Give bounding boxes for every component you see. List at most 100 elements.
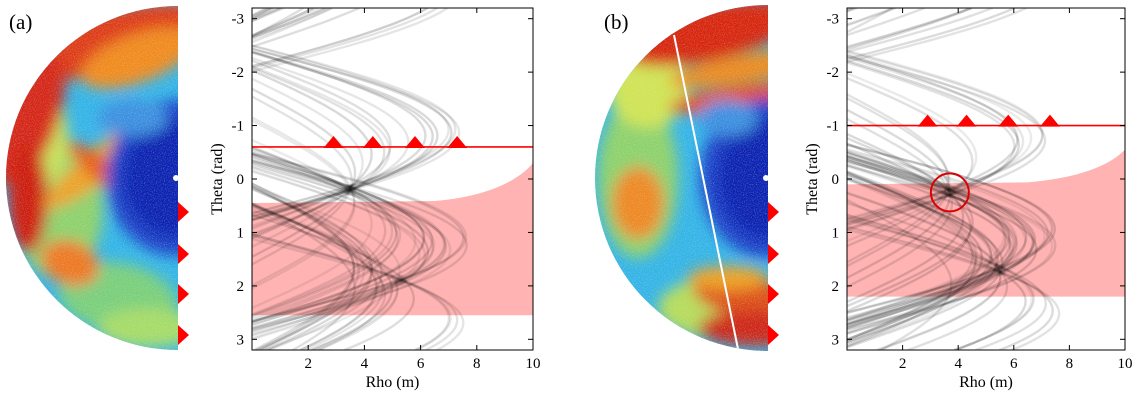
hough-curve — [847, 173, 999, 344]
hough-curve — [847, 165, 1014, 336]
hough-curve — [252, 164, 452, 335]
hough-curve — [252, 44, 450, 215]
hough-curve — [252, 149, 402, 321]
accumulator-peak — [945, 188, 954, 197]
y-tick-label: -2 — [232, 65, 245, 81]
y-tick-label: 2 — [832, 279, 840, 295]
hough-curve — [847, 8, 1033, 350]
hough-curve — [847, 55, 1047, 226]
hough-curve — [252, 158, 447, 329]
hough-curve — [847, 56, 1025, 227]
y-tick-label: 0 — [832, 172, 840, 188]
x-tick-label: 10 — [1118, 356, 1133, 372]
hough-curve — [847, 154, 1007, 326]
hough-curve — [847, 8, 953, 350]
hough-curve — [252, 87, 357, 259]
sonar-speckle — [595, 5, 768, 351]
hough-plot-a: -3 -2 -1 0 1 2 3 2 4 6 8 10 Rho (m) Theta (rad) — [209, 7, 541, 391]
hough-curve — [847, 148, 1049, 319]
hough-curve — [252, 50, 439, 221]
hough-curve — [252, 153, 426, 324]
hough-curve — [847, 164, 1038, 335]
shaded-region — [847, 149, 1125, 297]
hough-curve — [847, 50, 1044, 221]
hough-curve — [252, 8, 356, 350]
hough-curve — [252, 44, 457, 215]
hough-curve — [847, 132, 965, 304]
hough-curve — [847, 155, 1035, 326]
hough-curve — [252, 8, 379, 350]
hough-curve — [252, 156, 417, 327]
hough-curve — [252, 8, 360, 350]
hough-curve — [847, 59, 1021, 231]
sonar-marker — [768, 244, 779, 264]
hough-curve — [847, 61, 1016, 232]
hough-curve — [252, 159, 446, 330]
y-tick-label: 2 — [237, 279, 245, 295]
y-tick-label: 0 — [237, 172, 245, 188]
hough-curve — [252, 8, 401, 350]
hough-curve — [252, 119, 356, 290]
hough-curve — [847, 171, 983, 343]
hough-curve — [252, 47, 453, 218]
hough-curve — [252, 47, 461, 219]
sonar-center — [763, 175, 768, 181]
accumulator-peak — [346, 185, 355, 194]
sonar-marker — [178, 325, 189, 345]
hough-curve — [252, 8, 387, 350]
y-tick-label: 1 — [832, 225, 840, 241]
sonar-image-b — [595, 5, 779, 351]
x-tick-label: 10 — [526, 356, 541, 372]
hough-curve — [252, 8, 394, 350]
hough-curve — [252, 95, 353, 266]
line-marker — [998, 114, 1019, 127]
x-tick-label: 8 — [473, 356, 481, 372]
hough-curve — [847, 150, 1006, 321]
hough-curve — [252, 166, 430, 337]
accumulator-peak — [995, 265, 1004, 274]
x-axis-label: Rho (m) — [366, 374, 420, 391]
hough-curve — [252, 152, 399, 324]
hough-curve — [252, 155, 434, 326]
sonar-marker — [768, 284, 779, 304]
plot-area — [252, 8, 533, 350]
hough-curve — [847, 151, 1028, 323]
shaded-region — [252, 162, 533, 316]
hough-curve — [847, 49, 1044, 220]
hough-curve — [252, 8, 416, 350]
hough-curve — [847, 172, 984, 344]
y-tick-label: -1 — [827, 119, 840, 135]
hough-curve — [847, 161, 1054, 332]
hough-curve — [252, 69, 373, 240]
hough-curve — [847, 143, 1056, 315]
hough-curve — [252, 8, 399, 350]
hough-curve — [252, 151, 468, 323]
line-marker — [323, 135, 344, 148]
hough-curve — [252, 8, 356, 350]
hough-curve — [252, 145, 387, 316]
sonar-marker — [768, 202, 779, 222]
x-tick-label: 4 — [361, 356, 369, 372]
panel-a-label: (a) — [9, 10, 32, 34]
hough-curve — [252, 170, 427, 341]
hough-curve — [847, 76, 974, 248]
hough-curve — [847, 54, 1019, 225]
hough-curve — [847, 8, 1027, 350]
hough-curve — [847, 8, 1004, 349]
line-marker — [447, 135, 468, 148]
x-tick-label: 2 — [899, 356, 907, 372]
y-axis-label: Theta (rad) — [804, 143, 821, 215]
hough-curve — [847, 159, 1018, 330]
y-axis-label: Theta (rad) — [209, 143, 226, 215]
detected-wall-line — [673, 34, 739, 350]
hough-curve — [252, 138, 373, 310]
hough-curve — [847, 8, 1054, 350]
hough-curve — [252, 152, 465, 323]
hough-curve — [847, 160, 1057, 331]
hough-curve — [252, 8, 373, 350]
y-tick-label: -3 — [232, 12, 245, 28]
x-tick-label: 6 — [1010, 356, 1018, 372]
hough-curve — [847, 8, 976, 349]
line-marker — [917, 114, 938, 127]
sonar-marker — [768, 325, 779, 345]
